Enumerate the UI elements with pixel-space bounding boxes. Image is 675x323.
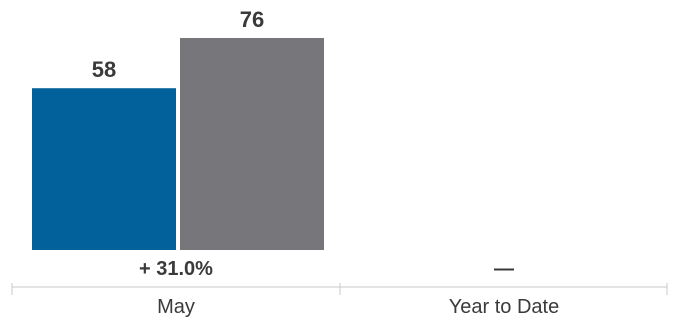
bar-may-series-2 xyxy=(180,38,324,250)
value-label-group: 58 76 xyxy=(92,7,264,82)
data-label: 76 xyxy=(240,7,264,32)
category-tick-label: Year to Date xyxy=(449,296,559,318)
category-label-group: May Year to Date xyxy=(157,296,559,318)
bar-group xyxy=(32,38,324,250)
change-label: + 31.0% xyxy=(139,258,213,280)
bar-may-series-1 xyxy=(32,88,176,250)
change-label-group: + 31.0% — xyxy=(139,258,514,280)
x-axis xyxy=(11,283,668,295)
change-label: — xyxy=(494,258,514,280)
data-label: 58 xyxy=(92,57,116,82)
category-tick-label: May xyxy=(157,296,195,318)
